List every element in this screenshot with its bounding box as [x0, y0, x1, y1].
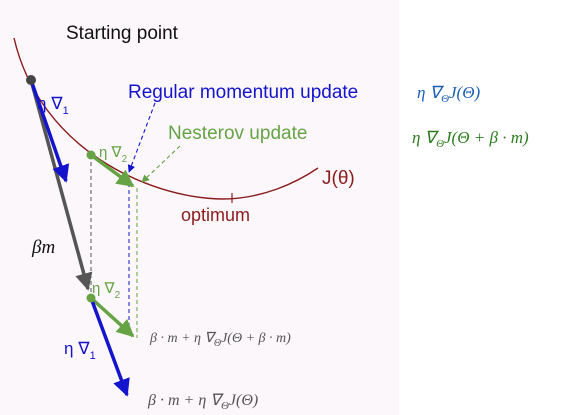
starting-point-dot [26, 75, 36, 85]
lookahead-point-dot [86, 150, 96, 160]
eta-grad-2-label-bottom: η ∇2 [92, 280, 121, 301]
beta-m-label: βm [31, 237, 55, 258]
starting-point-label: Starting point [66, 23, 179, 44]
regular-sum-formula: β · m + η ∇ΘJ(Θ) [147, 392, 258, 412]
regular-gradient-formula: η ∇ΘJ(Θ) [417, 83, 480, 105]
gradient-2-vector-top [89, 153, 135, 188]
momentum-vector [29, 79, 93, 291]
gradient-1-vector-bottom [89, 297, 130, 397]
momentum-endpoint-dot [86, 293, 96, 303]
callout-arrow-nesterov [141, 145, 181, 183]
gradient-1-vector-top [29, 79, 70, 183]
callout-arrow-regular [127, 102, 156, 173]
nesterov-label: Nesterov update [168, 123, 307, 144]
eta-grad-1-label-bottom: η ∇1 [64, 339, 96, 362]
cost-curve [13, 37, 319, 200]
optimum-label: optimum [181, 205, 250, 225]
nesterov-sum-formula: β · m + η ∇ΘJ(Θ + β · m) [149, 331, 291, 349]
eta-grad-1-label-top: η ∇1 [37, 94, 69, 117]
nesterov-gradient-formula: η ∇ΘJ(Θ + β · m) [412, 128, 529, 150]
regular-momentum-label: Regular momentum update [128, 82, 358, 103]
gradient-2-vector-bottom [89, 296, 135, 338]
cost-function-label: J(θ) [322, 168, 355, 189]
eta-grad-2-label-top: η ∇2 [99, 144, 128, 165]
